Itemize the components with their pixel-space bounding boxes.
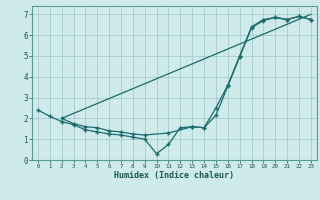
X-axis label: Humidex (Indice chaleur): Humidex (Indice chaleur): [115, 171, 234, 180]
